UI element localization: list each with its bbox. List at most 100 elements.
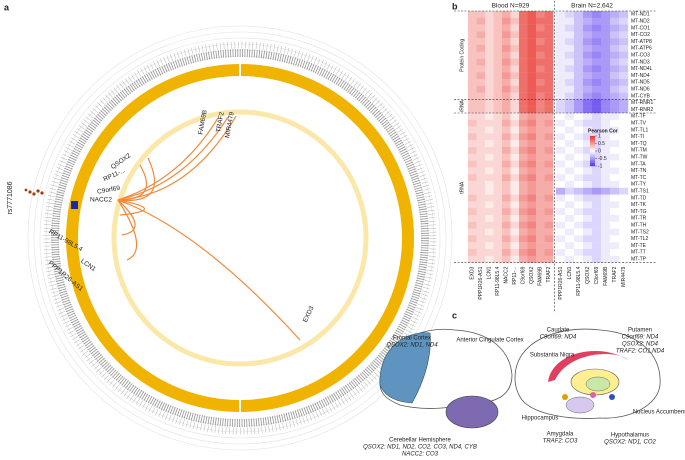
heatmap-cell bbox=[574, 92, 584, 100]
heatmap-cell bbox=[493, 17, 503, 25]
heatmap-cell bbox=[468, 147, 477, 154]
heatmap-cell bbox=[536, 17, 545, 25]
column-label: TRAF2 bbox=[612, 266, 618, 282]
heatmap-cell bbox=[502, 153, 511, 161]
heatmap-cell bbox=[493, 45, 503, 52]
heatmap-cell bbox=[601, 106, 611, 114]
heatmap-cell bbox=[601, 167, 611, 175]
heatmap-cell bbox=[476, 99, 486, 107]
heatmap-cell bbox=[468, 79, 477, 86]
heatmap-cell bbox=[502, 92, 511, 100]
heatmap-cell bbox=[536, 235, 545, 243]
heatmap-cell bbox=[610, 187, 620, 195]
legend-swatch bbox=[590, 140, 595, 143]
heatmap-cell bbox=[601, 119, 611, 127]
heatmap-cell bbox=[519, 140, 528, 148]
heatmap-cell bbox=[574, 194, 584, 202]
region-label: Frontal Cortex bbox=[393, 336, 431, 342]
row-label: MT-TL2 bbox=[631, 236, 648, 242]
heatmap-cell bbox=[519, 65, 528, 73]
heatmap-cell bbox=[536, 119, 545, 127]
panel-letter: a bbox=[4, 2, 10, 12]
heatmap-cell bbox=[502, 228, 511, 236]
legend-swatch bbox=[590, 154, 595, 156]
heatmap-cell bbox=[468, 208, 477, 216]
heatmap-cell bbox=[565, 58, 575, 66]
heatmap-cell bbox=[574, 235, 584, 243]
heatmap-cell bbox=[619, 133, 629, 141]
heatmap-cell bbox=[527, 215, 537, 222]
heatmap-cell bbox=[544, 235, 554, 243]
heatmap-cell bbox=[592, 17, 602, 25]
heatmap-cell bbox=[574, 17, 584, 25]
heatmap-cell bbox=[468, 99, 477, 107]
heatmap-cell bbox=[502, 221, 511, 229]
heatmap-cell bbox=[519, 85, 528, 93]
heatmap-cell bbox=[544, 167, 554, 175]
heatmap-cell bbox=[510, 133, 520, 141]
row-label: MT-TM bbox=[631, 148, 647, 154]
heatmap-cell bbox=[544, 174, 554, 182]
heatmap-cell bbox=[556, 72, 566, 80]
heatmap-cell bbox=[493, 221, 503, 229]
heatmap-cell bbox=[468, 106, 477, 114]
heatmap-cell bbox=[544, 228, 554, 236]
group-label: rRNA bbox=[459, 99, 465, 112]
heatmap-cell bbox=[544, 242, 554, 250]
heatmap-cell bbox=[583, 174, 593, 182]
heatmap-cell bbox=[583, 201, 593, 209]
heatmap-cell bbox=[468, 153, 477, 161]
heatmap-cell bbox=[592, 208, 602, 216]
heatmap-cell bbox=[601, 24, 611, 32]
heatmap-cell bbox=[565, 255, 575, 263]
heatmap-cell bbox=[468, 119, 477, 127]
heatmap-cell bbox=[519, 113, 528, 120]
heatmap-cell bbox=[485, 17, 494, 25]
heatmap-cell bbox=[527, 249, 537, 256]
heatmap-cell bbox=[536, 51, 545, 59]
heatmap-cell bbox=[556, 255, 566, 263]
heatmap-cell bbox=[574, 106, 584, 114]
heatmap-cell bbox=[565, 167, 575, 175]
region-note: QSOX2: ND1, ND2, CO2, CO3, ND4, CYB bbox=[363, 445, 477, 451]
heatmap-cell bbox=[519, 221, 528, 229]
heatmap-cell bbox=[476, 235, 486, 243]
heatmap-cell bbox=[619, 31, 629, 39]
heatmap-cell bbox=[485, 79, 494, 86]
heatmap-cell bbox=[468, 31, 477, 39]
heatmap-cell bbox=[556, 65, 566, 73]
legend-swatch bbox=[590, 142, 595, 144]
heatmap-cell bbox=[574, 208, 584, 216]
row-label: MT-CO3 bbox=[631, 53, 650, 59]
heatmap-cell bbox=[493, 31, 503, 39]
heatmap-cell bbox=[485, 126, 494, 134]
heatmap-cell bbox=[519, 187, 528, 195]
heatmap-cell bbox=[510, 228, 520, 236]
heatmap-cell bbox=[502, 51, 511, 59]
column-label: FAM69B bbox=[538, 266, 544, 286]
heatmap-cell bbox=[619, 11, 629, 18]
heatmap-cell bbox=[556, 181, 566, 188]
heatmap-cell bbox=[619, 17, 629, 25]
row-label: MT-CO1 bbox=[631, 25, 650, 31]
heatmap-cell bbox=[502, 65, 511, 73]
heatmap-cell bbox=[476, 119, 486, 127]
heatmap-cell bbox=[510, 65, 520, 73]
heatmap-cell bbox=[610, 17, 620, 25]
heatmap-cell bbox=[574, 242, 584, 250]
row-label: MT-TF bbox=[631, 114, 646, 120]
heatmap-cell bbox=[493, 24, 503, 32]
heatmap-cell bbox=[502, 17, 511, 25]
heatmap-cell bbox=[556, 221, 566, 229]
heatmap-cell bbox=[544, 72, 554, 80]
heatmap-cell bbox=[610, 140, 620, 148]
heatmap-cell bbox=[592, 249, 602, 256]
heatmap-cell bbox=[536, 92, 545, 100]
heatmap-cell bbox=[619, 255, 629, 263]
heatmap-cell bbox=[502, 174, 511, 182]
row-label: MT-ATP8 bbox=[631, 39, 652, 45]
column-label: RP11-98L5.4 bbox=[495, 266, 501, 295]
row-label: MT-TL1 bbox=[631, 127, 648, 133]
heatmap-cell bbox=[519, 194, 528, 202]
heatmap-cell bbox=[592, 79, 602, 86]
